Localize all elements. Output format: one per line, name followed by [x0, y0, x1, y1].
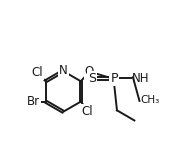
Text: CH₃: CH₃ [140, 95, 160, 104]
Text: P: P [110, 72, 118, 85]
Text: O: O [84, 65, 94, 78]
Text: S: S [88, 72, 96, 85]
Text: Br: Br [27, 95, 40, 108]
Text: Cl: Cl [82, 104, 93, 118]
Text: NH: NH [132, 72, 150, 85]
Text: Cl: Cl [31, 66, 43, 79]
Text: N: N [59, 64, 68, 77]
